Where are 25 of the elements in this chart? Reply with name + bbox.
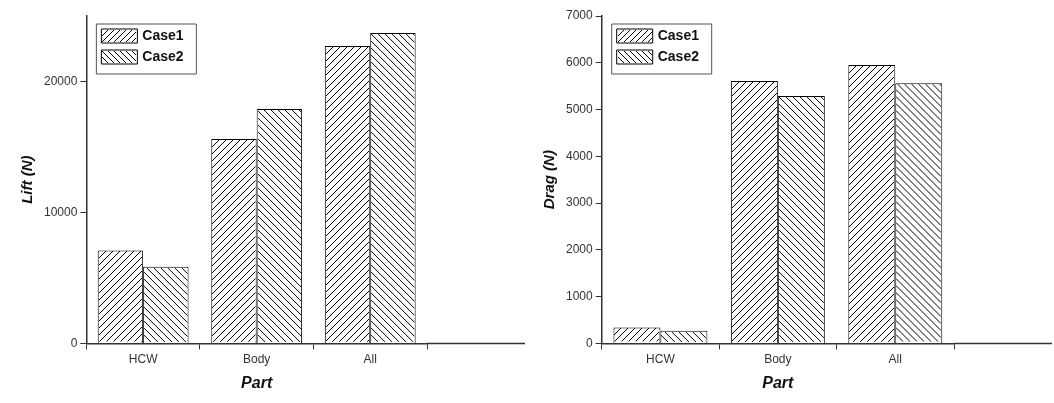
legend-label: Case1 [142, 26, 184, 43]
x-tick-label: HCW [646, 351, 676, 366]
y-tick-label: 4000 [565, 148, 594, 163]
y-tick-label: 20000 [43, 73, 78, 88]
legend-label: Case2 [142, 47, 184, 64]
x-tick-label: Body [243, 351, 271, 366]
x-axis-title: Part [241, 373, 273, 391]
y-tick-label: 5000 [565, 101, 594, 116]
x-tick-label: Body [764, 351, 792, 366]
y-tick-label: 2000 [565, 242, 594, 257]
x-tick-label: All [888, 351, 902, 366]
y-axis-title: Drag (N) [540, 150, 558, 210]
y-axis-title: Lift (N) [18, 155, 36, 204]
y-tick-label: 0 [70, 335, 78, 350]
y-tick-label: 7000 [565, 8, 594, 23]
y-tick-label: 10000 [43, 204, 78, 219]
x-tick-label: All [363, 351, 377, 366]
legend-label: Case2 [657, 47, 700, 64]
y-tick-label: 3000 [565, 195, 594, 210]
x-tick-label: HCW [128, 351, 159, 366]
y-tick-label: 0 [586, 335, 594, 350]
legend-label: Case1 [657, 26, 700, 43]
x-axis-title: Part [762, 373, 795, 391]
y-tick-label: 6000 [565, 55, 594, 70]
y-tick-label: 1000 [565, 288, 594, 303]
